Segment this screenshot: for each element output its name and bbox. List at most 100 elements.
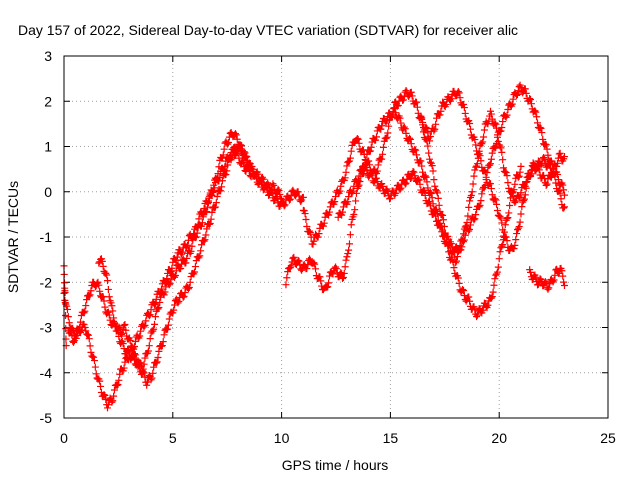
data-point [515, 223, 523, 231]
data-point [312, 265, 320, 273]
data-point [397, 184, 405, 192]
data-point [392, 189, 400, 197]
data-point [186, 278, 194, 286]
data-point [488, 191, 496, 199]
data-point [77, 318, 85, 326]
data-point [377, 125, 385, 133]
data-point [402, 87, 410, 95]
data-point [534, 162, 542, 170]
data-point [517, 84, 525, 92]
data-point [491, 195, 499, 203]
data-point [465, 203, 473, 211]
data-point [332, 265, 340, 273]
data-point [471, 136, 479, 144]
data-point [406, 135, 414, 143]
data-point [412, 146, 420, 154]
data-point [488, 293, 496, 301]
data-point [426, 202, 434, 210]
data-point [498, 219, 506, 227]
data-point [130, 352, 138, 360]
data-point [192, 233, 200, 241]
data-point [213, 193, 221, 201]
data-point [274, 185, 282, 193]
data-point [421, 172, 429, 180]
data-point [532, 273, 540, 281]
data-point [479, 138, 487, 146]
data-point [426, 189, 434, 197]
data-point [516, 193, 524, 201]
data-point [460, 291, 468, 299]
data-point [184, 285, 192, 293]
plot-frame [63, 55, 609, 419]
data-point [517, 189, 525, 197]
data-point [235, 140, 243, 148]
data-point [372, 136, 380, 144]
data-point [168, 264, 176, 272]
data-point [352, 197, 360, 205]
data-point [325, 211, 333, 219]
data-point [480, 167, 488, 175]
data-point [241, 149, 249, 157]
data-point [109, 397, 117, 405]
data-point [217, 187, 225, 195]
data-point [533, 119, 541, 127]
data-point [508, 189, 516, 197]
data-point [542, 279, 550, 287]
data-point [275, 187, 283, 195]
data-point [360, 150, 368, 158]
data-point [455, 246, 463, 254]
data-point [347, 221, 355, 229]
data-point [430, 176, 438, 184]
data-point [401, 125, 409, 133]
data-point [141, 354, 149, 362]
data-point [506, 201, 514, 209]
data-point [424, 142, 432, 150]
data-point [115, 332, 123, 340]
data-point [140, 360, 148, 368]
data-point [423, 178, 431, 186]
data-point [160, 331, 168, 339]
data-point [263, 184, 271, 192]
data-point [499, 118, 507, 126]
data-point [460, 236, 468, 244]
data-point [476, 152, 484, 160]
data-point [442, 233, 450, 241]
data-point [493, 200, 501, 208]
data-point [499, 156, 507, 164]
data-point [351, 206, 359, 214]
data-point [101, 303, 109, 311]
data-point [157, 342, 165, 350]
data-point [301, 210, 309, 218]
data-point [476, 201, 484, 209]
data-point [341, 174, 349, 182]
data-point [120, 364, 128, 372]
data-point [439, 211, 447, 219]
data-point [535, 166, 543, 174]
data-point [513, 91, 521, 99]
data-point [557, 195, 565, 203]
data-point [341, 263, 349, 271]
data-point [258, 179, 266, 187]
data-point [68, 331, 76, 339]
data-point [495, 255, 503, 263]
data-point [486, 160, 494, 168]
data-point [294, 256, 302, 264]
data-point [531, 107, 539, 115]
data-point [536, 123, 544, 131]
data-point [373, 167, 381, 175]
data-point [432, 120, 440, 128]
data-point [418, 114, 426, 122]
data-point [396, 114, 404, 122]
data-point [306, 228, 314, 236]
data-point [428, 194, 436, 202]
data-point [80, 309, 88, 317]
data-point [426, 137, 434, 145]
data-point [108, 302, 116, 310]
data-point [455, 279, 463, 287]
y-axis-label: SDTVAR / TECUs [5, 181, 21, 293]
data-point [120, 321, 128, 329]
data-point [480, 126, 488, 134]
data-point [478, 190, 486, 198]
data-point [171, 271, 179, 279]
data-point [560, 278, 568, 286]
